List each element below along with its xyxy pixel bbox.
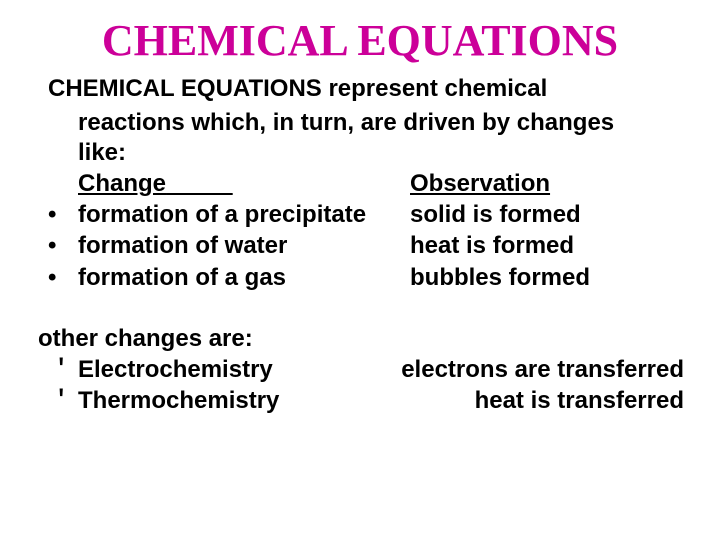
item-change-3: formation of a gas (78, 262, 286, 293)
header-observation: Observation (410, 170, 550, 197)
other-row-2: ' Thermochemistry heat is transferred (30, 385, 690, 416)
item-change-1: formation of a precipitate (78, 199, 366, 230)
intro-line-3: like: (30, 138, 690, 168)
intro-rest-1: represent chemical (328, 75, 547, 102)
header-change: Change (78, 168, 233, 199)
other-obs-2: heat is transferred (360, 385, 690, 416)
item-obs-2: heat is formed (410, 230, 690, 261)
intro-line-1: CHEMICAL EQUATIONS represent chemical (30, 74, 690, 104)
item-change-2: formation of water (78, 230, 287, 261)
bullet-icon: • (30, 230, 78, 261)
sub-bullet-icon: ' (30, 385, 78, 416)
other-name-1: Electrochemistry (78, 354, 273, 385)
other-name-2: Thermochemistry (78, 385, 279, 416)
item-obs-3: bubbles formed (410, 262, 690, 293)
other-row-1: ' Electrochemistry electrons are transfe… (30, 354, 690, 385)
header-bullet-spacer (30, 168, 78, 199)
spacer (30, 293, 690, 323)
intro-line-2: reactions which, in turn, are driven by … (30, 108, 690, 138)
bullet-icon: • (30, 262, 78, 293)
item-row-2: • formation of water heat is formed (30, 230, 690, 261)
header-change-text: Change (78, 170, 166, 197)
item-row-1: • formation of a precipitate solid is fo… (30, 199, 690, 230)
slide-title: CHEMICAL EQUATIONS (30, 15, 690, 66)
intro-bold-lead: CHEMICAL EQUATIONS (48, 75, 328, 102)
bullet-icon: • (30, 199, 78, 230)
sub-bullet-icon: ' (30, 354, 78, 385)
other-changes-intro: other changes are: (30, 323, 690, 354)
item-row-3: • formation of a gas bubbles formed (30, 262, 690, 293)
item-obs-1: solid is formed (410, 199, 690, 230)
other-obs-1: electrons are transferred (360, 354, 690, 385)
header-row: Change Observation (30, 168, 690, 199)
